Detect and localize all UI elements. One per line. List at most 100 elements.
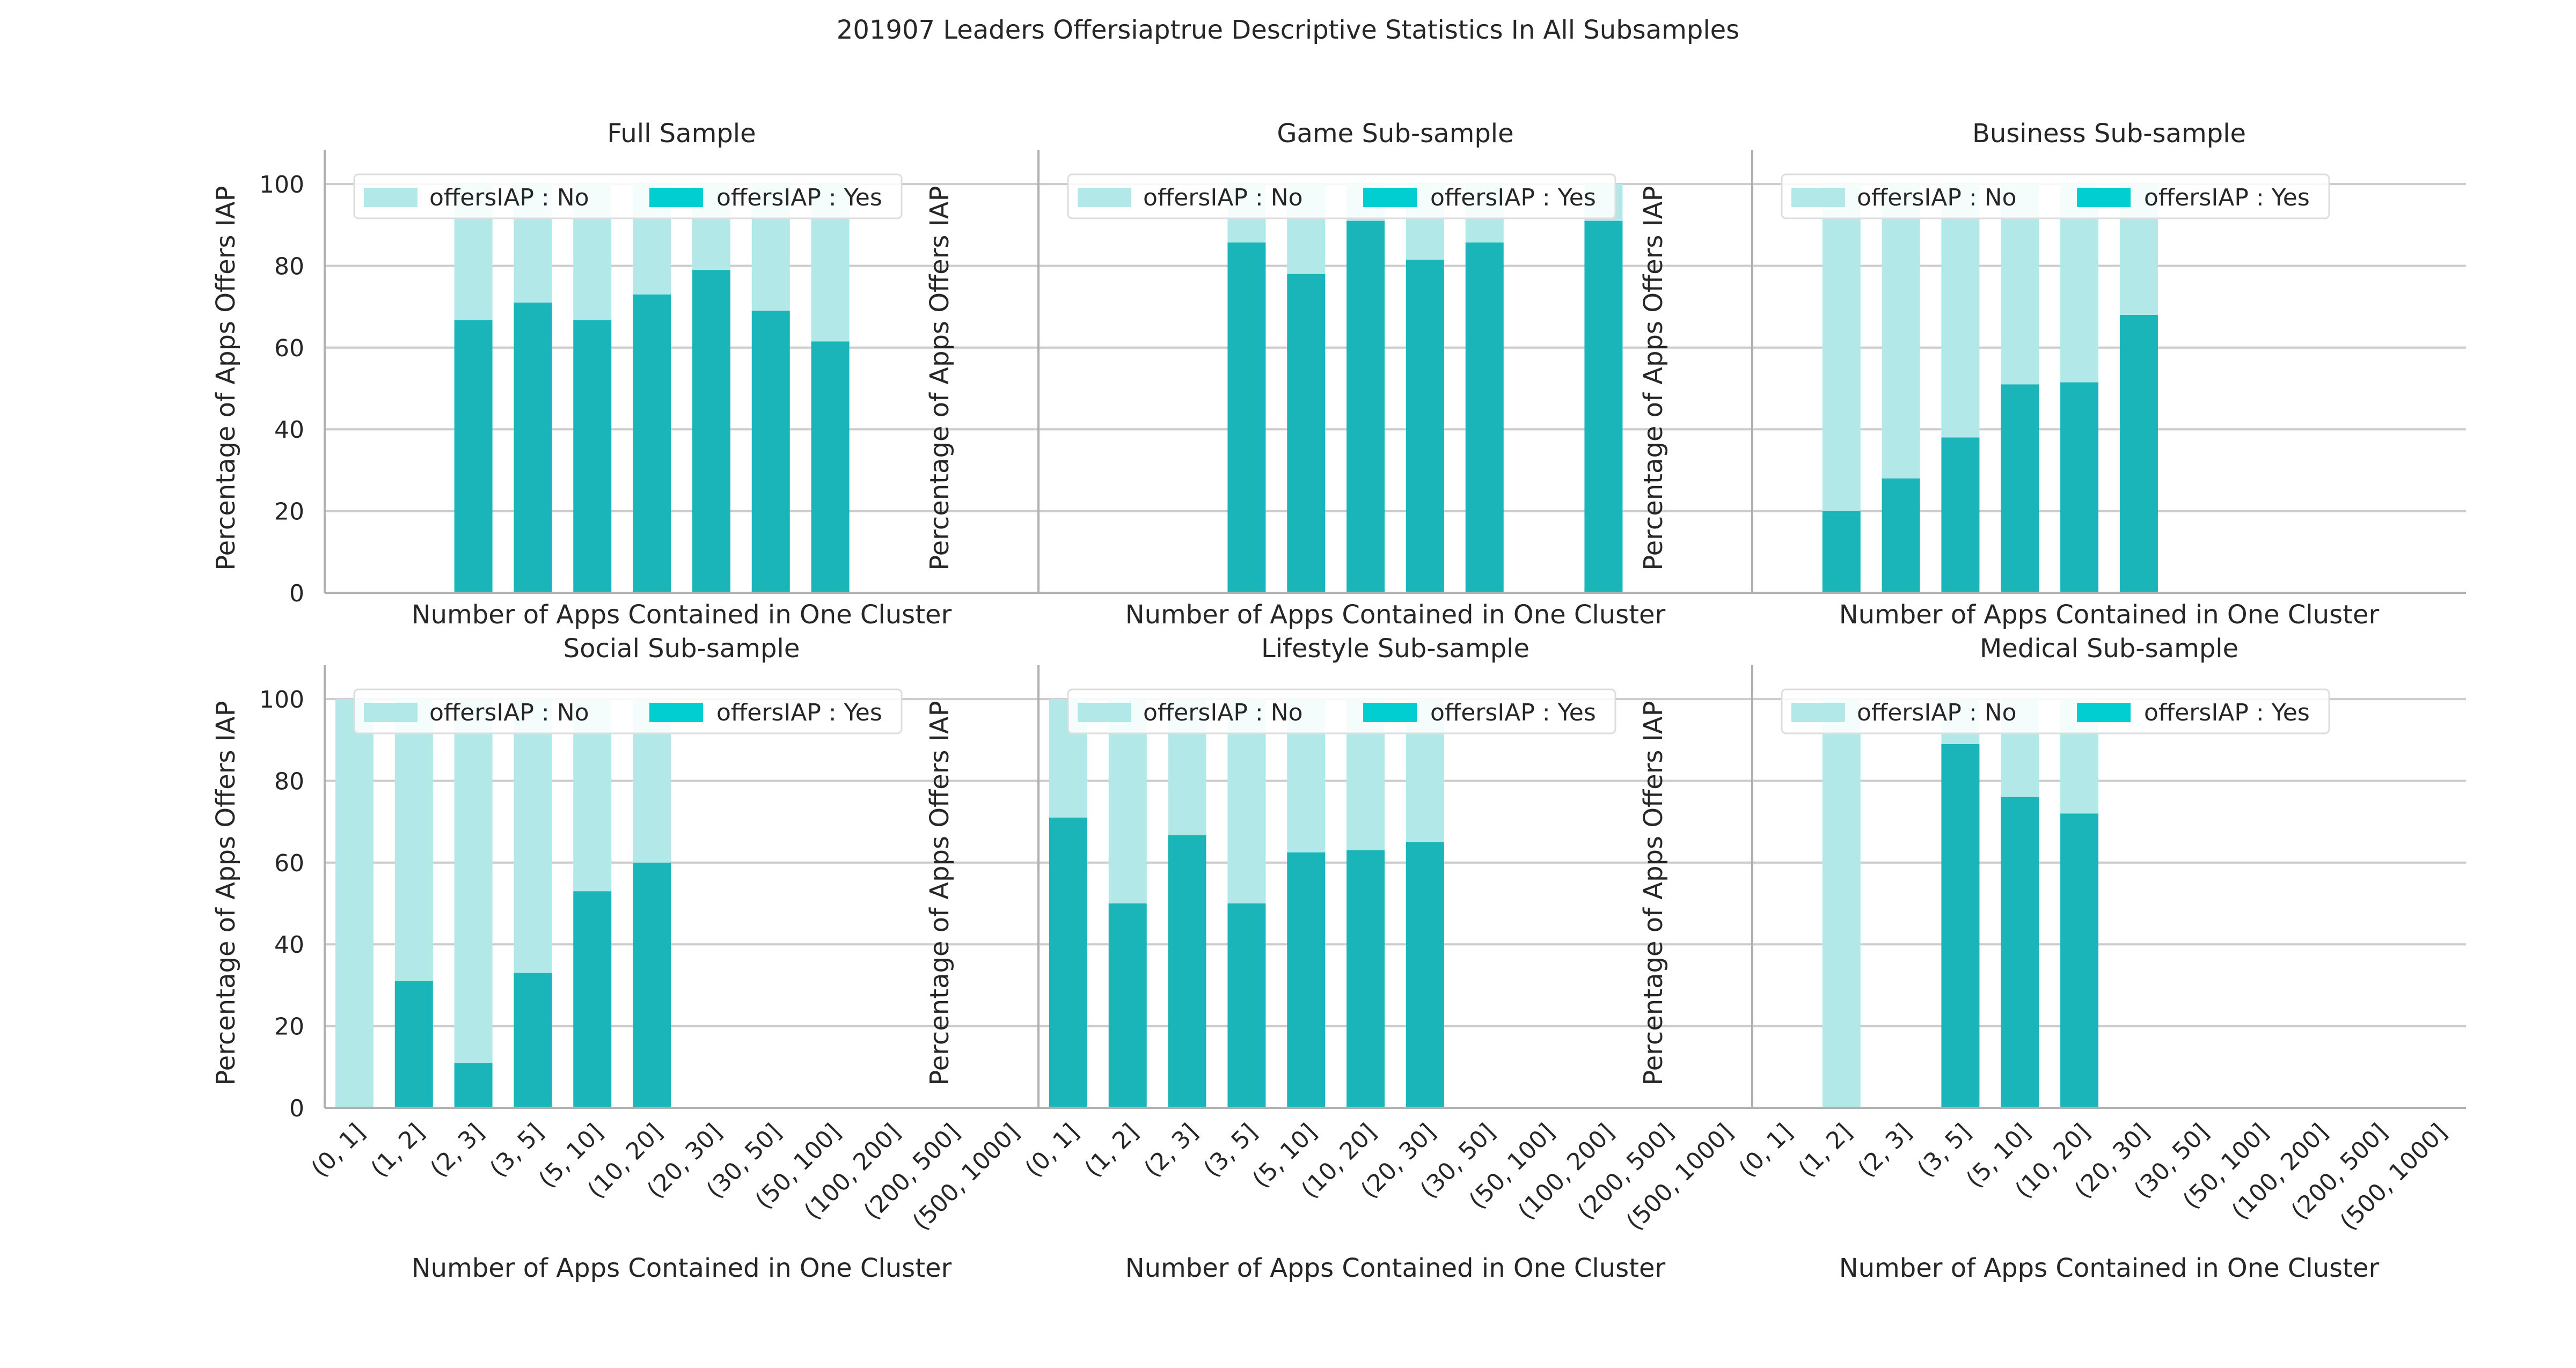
panel-medical-sub-sample-legend-label-yes: offersIAP : Yes [2144,699,2310,726]
panel-business-sub-sample-bar-yes-3-5 [1941,437,1980,593]
panel-business-sub-sample-legend-label-no: offersIAP : No [1857,184,2017,211]
panel-business-sub-sample-bar-yes-2-3 [1882,478,1920,593]
panel-medical-sub-sample-xlabel: Number of Apps Contained in One Cluster [1839,1253,2380,1283]
panel-game-sub-sample-bar-yes-30-50 [1465,242,1504,593]
panel-full-sample-legend-label-yes: offersIAP : Yes [716,184,882,211]
panel-social-sub-sample-bar-no-3-5 [514,699,552,973]
panel-social-sub-sample-bar-yes-1-2 [394,981,433,1108]
panel-lifestyle-sub-sample-legend-swatch-no [1078,703,1131,722]
panel-social-sub-sample-legend-box [353,688,903,734]
panel-business-sub-sample-bar-no-2-3 [1882,184,1920,479]
panel-business-sub-sample-bar-yes-10-20 [2060,382,2099,593]
panel-medical-sub-sample-bar-yes-5-10 [2001,797,2039,1108]
figure-title: 201907 Leaders Offersiaptrue Descriptive… [837,15,1739,45]
panel-full-sample-xlabel: Number of Apps Contained in One Cluster [412,600,952,630]
panel-business-sub-sample-xlabel: Number of Apps Contained in One Cluster [1839,600,2380,630]
panel-full-sample-legend-swatch-no [364,188,418,207]
panel-full-sample-ytick-label-80: 80 [274,253,304,280]
panel-social-sub-sample-xlabel: Number of Apps Contained in One Cluster [412,1253,952,1283]
panel-social-sub-sample-ytick-label-40: 40 [274,931,304,959]
panel-lifestyle-sub-sample-bar-yes-1-2 [1108,903,1147,1108]
panel-social-sub-sample-ylabel: Percentage of Apps Offers IAP [211,701,241,1085]
panel-business-sub-sample-title: Business Sub-sample [1972,119,2246,149]
panel-lifestyle-sub-sample-bar-yes-3-5 [1227,903,1266,1108]
panel-social-sub-sample-bar-no-1-2 [394,699,433,981]
subplot-grid: 0 20 40 60 80 100 Full Sample Number of Apps Co… [211,119,2466,1283]
panel-medical-sub-sample: (0, 1](1, 2](2, 3](3, 5](5, 10](10, 20](… [1638,634,2466,1283]
panel-full-sample-legend-swatch-yes [649,188,703,207]
panel-medical-sub-sample-legend-box [1781,688,2330,734]
panel-full-sample-bar-yes-10-20 [633,294,671,593]
panel-social-sub-sample-bar-yes-3-5 [514,973,552,1108]
panel-game-sub-sample: Game Sub-sample Number of Apps Contained … [925,119,1752,630]
panel-medical-sub-sample-title: Medical Sub-sample [1980,634,2238,664]
panel-lifestyle-sub-sample-bar-yes-20-30 [1406,842,1444,1108]
panel-game-sub-sample-legend-label-no: offersIAP : No [1143,184,1303,211]
panel-social-sub-sample-ytick-label-60: 60 [274,850,304,877]
panel-game-sub-sample-bar-yes-10-20 [1346,220,1385,593]
panel-business-sub-sample: Business Sub-sample Number of Apps Contai… [1638,119,2466,630]
panel-game-sub-sample-bar-yes-5-10 [1287,274,1326,593]
panel-full-sample-title: Full Sample [607,119,756,149]
panel-social-sub-sample-legend-label-yes: offersIAP : Yes [716,699,882,726]
panel-social-sub-sample-ytick-label-20: 20 [274,1013,304,1041]
panel-game-sub-sample-bar-yes-20-30 [1406,260,1444,593]
panel-game-sub-sample-ylabel: Percentage of Apps Offers IAP [925,186,955,570]
panel-lifestyle-sub-sample-bar-yes-5-10 [1287,852,1326,1108]
panel-social-sub-sample-ytick-label-100: 100 [259,686,304,714]
panel-social-sub-sample-bar-yes-2-3 [454,1063,493,1108]
panel-medical-sub-sample-bar-no-1-2 [1822,699,1861,1108]
panel-full-sample-ylabel: Percentage of Apps Offers IAP [211,186,241,570]
panel-full-sample-ytick-label-40: 40 [274,416,304,444]
panel-business-sub-sample-bar-yes-1-2 [1822,511,1861,593]
panel-full-sample-ytick-label-60: 60 [274,335,304,362]
panel-full-sample-legend-label-no: offersIAP : No [429,184,589,211]
panel-social-sub-sample-ytick-label-80: 80 [274,768,304,795]
panel-lifestyle-sub-sample-ylabel: Percentage of Apps Offers IAP [925,701,955,1085]
panel-lifestyle-sub-sample-legend-swatch-yes [1363,703,1417,722]
panel-medical-sub-sample-legend-swatch-no [1791,703,1845,722]
panel-lifestyle-sub-sample-bar-yes-2-3 [1168,835,1206,1108]
panel-full-sample: 0 20 40 60 80 100 Full Sample Number of Apps Co… [211,119,1038,630]
panel-business-sub-sample-ylabel: Percentage of Apps Offers IAP [1638,186,1668,570]
panel-business-sub-sample-bar-no-1-2 [1822,184,1861,511]
panel-social-sub-sample-ytick-label-0: 0 [289,1095,304,1122]
panel-game-sub-sample-bar-yes-100-200 [1584,220,1623,593]
panel-game-sub-sample-bar-yes-3-5 [1227,242,1266,593]
panel-full-sample-bar-yes-2-3 [454,320,493,593]
panel-game-sub-sample-xlabel: Number of Apps Contained in One Cluster [1125,600,1666,630]
panel-lifestyle-sub-sample-legend-label-yes: offersIAP : Yes [1430,699,1596,726]
panel-social-sub-sample-legend-swatch-no [364,703,418,722]
panel-lifestyle-sub-sample-legend-box [1067,688,1616,734]
panel-full-sample-bar-yes-30-50 [751,311,790,593]
panel-social-sub-sample-legend-swatch-yes [649,703,703,722]
panel-medical-sub-sample-bar-yes-10-20 [2060,813,2099,1108]
panel-full-sample-ytick-label-100: 100 [259,171,304,198]
panel-business-sub-sample-legend-swatch-no [1791,188,1845,207]
panel-game-sub-sample-legend-box [1067,173,1616,219]
panel-medical-sub-sample-legend-swatch-yes [2077,703,2131,722]
panel-business-sub-sample-legend-label-yes: offersIAP : Yes [2144,184,2310,211]
panel-social-sub-sample-bar-no-0-1 [335,699,374,1108]
panel-business-sub-sample-legend-swatch-yes [2077,188,2131,207]
panel-full-sample-bar-yes-3-5 [514,303,552,593]
panel-full-sample-ytick-label-20: 20 [274,498,304,526]
panel-full-sample-legend-box [353,173,903,219]
panel-medical-sub-sample-legend-label-no: offersIAP : No [1857,699,2017,726]
panel-full-sample-bar-yes-20-30 [692,270,730,593]
panel-business-sub-sample-bar-no-3-5 [1941,184,1980,438]
panel-lifestyle-sub-sample-legend-label-no: offersIAP : No [1143,699,1303,726]
panel-lifestyle-sub-sample-xlabel: Number of Apps Contained in One Cluster [1125,1253,1666,1283]
panel-business-sub-sample-bar-yes-20-30 [2119,314,2158,593]
panel-full-sample-bar-yes-5-10 [573,320,612,593]
panel-social-sub-sample-title: Social Sub-sample [564,634,800,664]
panel-game-sub-sample-title: Game Sub-sample [1277,119,1513,149]
panel-social-sub-sample-bar-yes-5-10 [573,891,612,1108]
panel-medical-sub-sample-bar-yes-3-5 [1941,744,1980,1108]
panel-game-sub-sample-legend-swatch-yes [1363,188,1417,207]
panel-business-sub-sample-legend-box [1781,173,2330,219]
panel-game-sub-sample-legend-swatch-no [1078,188,1131,207]
panel-full-sample-bar-yes-50-100 [811,341,850,593]
panel-lifestyle-sub-sample-bar-yes-10-20 [1346,850,1385,1108]
